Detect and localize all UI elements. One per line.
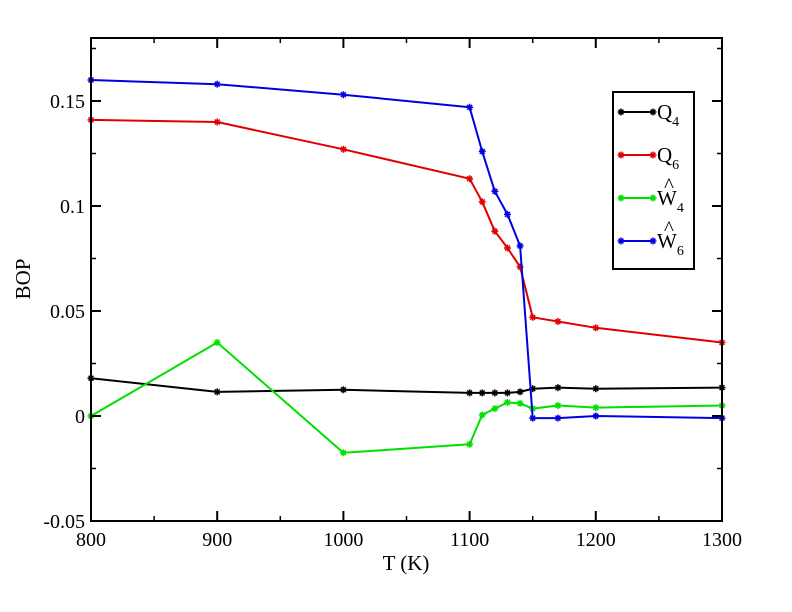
series-q4-line — [90, 377, 723, 394]
series-q4-point — [478, 389, 486, 397]
series-w4-point — [516, 399, 524, 407]
axis-ticks: 800 900 1000 1100 1200 1300 -0.05 0 0.05 0.1 0.15 — [43, 38, 742, 551]
series-w4-point — [466, 440, 474, 448]
series-q4-point — [554, 384, 562, 392]
series-q6-line — [90, 118, 723, 344]
series-w6-point — [213, 80, 221, 88]
series-w6-point — [516, 242, 524, 250]
series-w4-point — [213, 339, 221, 346]
series-w6-point — [339, 91, 347, 99]
legend-swatch-marker — [617, 108, 625, 116]
series-q4-point — [491, 389, 499, 397]
legend-swatch-marker — [617, 151, 625, 159]
series-w4-line — [90, 341, 723, 454]
series-w4-point — [592, 404, 600, 412]
series-w6-point — [491, 187, 499, 195]
series-q4-point — [339, 386, 347, 394]
series-q6-point — [503, 244, 511, 252]
legend-swatch-marker — [617, 237, 625, 245]
series-q6-point — [478, 198, 486, 206]
series-q4-point — [592, 385, 600, 393]
series-q6-point — [339, 145, 347, 153]
series-q4-point — [503, 389, 511, 397]
series-q6-point — [592, 324, 600, 332]
legend-swatch-marker — [649, 151, 657, 159]
series-q4-point — [213, 388, 221, 396]
x-axis-title: T (K) — [383, 551, 430, 575]
y-tick-label: 0 — [75, 406, 85, 428]
series-w4-point — [554, 402, 562, 409]
y-axis-title: BOP — [11, 259, 35, 300]
x-tick-label: 900 — [202, 529, 232, 551]
legend-hat-accent: ^ — [664, 216, 674, 240]
series-w4-point — [339, 449, 347, 457]
series-w4-point — [478, 411, 486, 419]
legend-swatch-marker — [649, 237, 657, 245]
series-w6-point — [529, 414, 537, 422]
x-tick-label: 800 — [76, 529, 106, 551]
series-q6-point — [466, 175, 474, 183]
legend-swatch-marker — [649, 194, 657, 202]
series-q6-point — [213, 118, 221, 126]
y-tick-label: -0.05 — [43, 511, 85, 533]
y-tick-label: 0.15 — [50, 91, 85, 113]
series-w6-line — [90, 79, 723, 420]
series-w4-point — [503, 398, 511, 406]
series-w6-point — [503, 210, 511, 218]
series-q6-point — [554, 318, 562, 325]
y-tick-label: 0.05 — [50, 301, 85, 323]
series-w6-point — [554, 414, 562, 422]
series-q6-point — [529, 313, 537, 321]
series-w4-point — [491, 405, 499, 413]
series-q4-point — [516, 388, 524, 396]
series-w6-point — [478, 147, 486, 155]
x-tick-label: 1000 — [323, 529, 363, 551]
series-q4-point — [466, 389, 474, 397]
x-tick-label: 1200 — [576, 529, 616, 551]
series-w6-point — [466, 103, 474, 111]
y-tick-label: 0.1 — [60, 196, 85, 218]
series-q6-point — [491, 227, 499, 235]
series-w6-point — [592, 412, 600, 420]
x-tick-label: 1300 — [702, 529, 742, 551]
legend-hat-accent: ^ — [664, 173, 674, 197]
x-tick-label: 1100 — [450, 529, 489, 551]
series-q6 — [87, 116, 726, 346]
legend-swatch-marker — [649, 108, 657, 116]
legend-swatch-marker — [617, 194, 625, 202]
